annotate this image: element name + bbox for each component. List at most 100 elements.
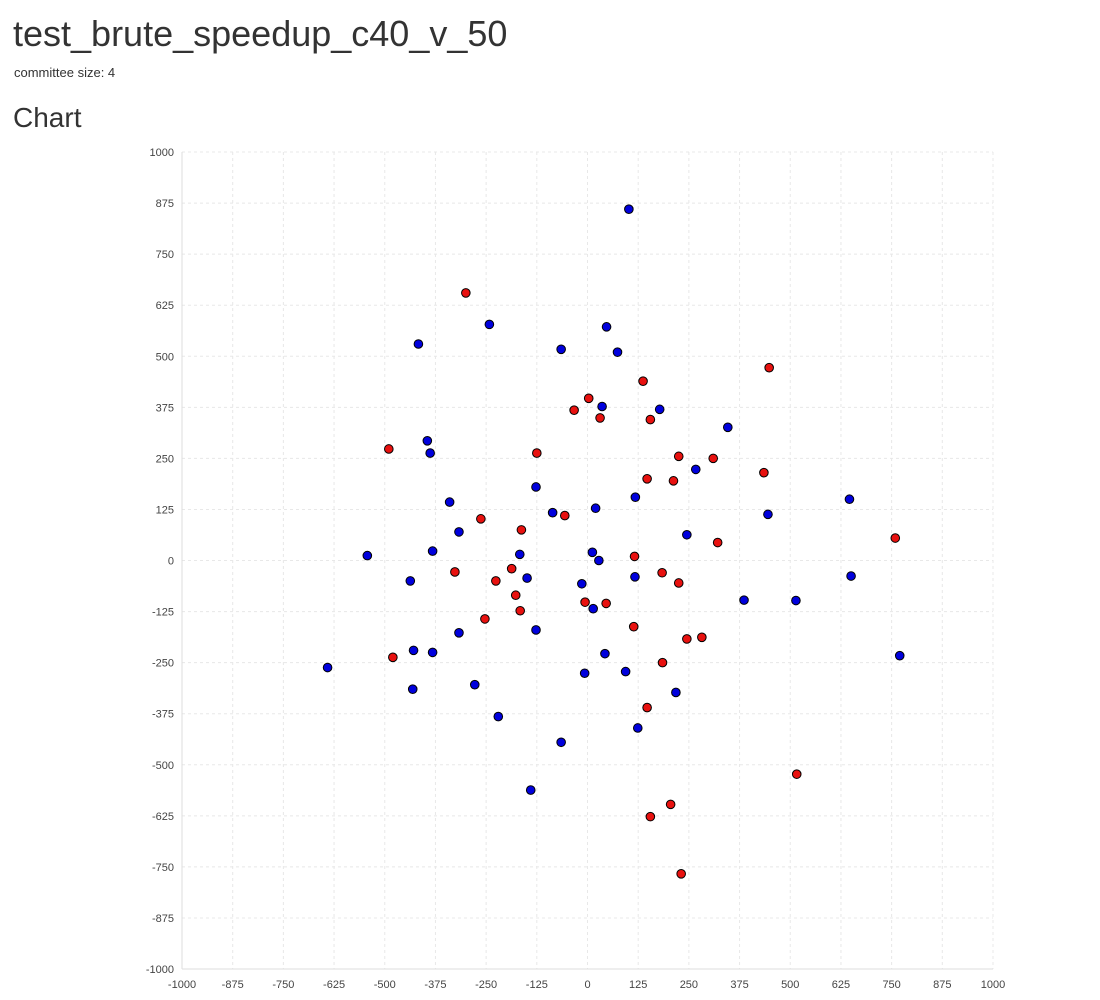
- data-point: [547, 507, 558, 518]
- data-point: [846, 571, 856, 581]
- data-point: [642, 702, 652, 713]
- data-point: [362, 550, 373, 561]
- data-point: [515, 605, 525, 616]
- x-tick-label: -1000: [168, 979, 196, 991]
- data-point: [531, 482, 541, 492]
- data-point: [759, 467, 769, 478]
- data-point: [559, 510, 570, 521]
- data-point: [894, 650, 905, 661]
- data-point: [671, 687, 681, 698]
- data-point: [454, 628, 464, 638]
- data-point: [629, 551, 640, 562]
- y-tick-label: -250: [152, 658, 174, 670]
- x-tick-label: -750: [272, 979, 294, 991]
- data-point: [493, 711, 504, 722]
- y-tick-label: 1000: [150, 147, 174, 159]
- tick-labels: -1000 -875 -750 -625 -500 -375 -250 -125 0 125 250…: [146, 147, 1005, 991]
- y-tick-label: -375: [152, 709, 174, 721]
- x-tick-label: 875: [933, 979, 951, 991]
- data-point: [405, 576, 416, 586]
- y-tick-label: 250: [156, 453, 174, 465]
- y-tick-label: 0: [168, 556, 174, 568]
- y-tick-label: -1000: [146, 964, 174, 976]
- data-point: [712, 537, 723, 548]
- data-point: [450, 567, 460, 577]
- data-point: [531, 625, 541, 635]
- data-point: [556, 737, 566, 748]
- x-tick-label: -875: [222, 979, 244, 991]
- data-point: [612, 347, 623, 357]
- data-point: [630, 572, 640, 582]
- data-point: [654, 404, 665, 415]
- data-point: [764, 362, 774, 373]
- data-point: [676, 869, 686, 879]
- data-point: [642, 474, 652, 484]
- data-point: [514, 549, 525, 560]
- data-point: [682, 634, 692, 644]
- data-point: [624, 204, 634, 214]
- y-tick-label: 875: [156, 198, 174, 210]
- data-point: [595, 413, 605, 423]
- data-point: [484, 319, 495, 330]
- x-tick-label: 500: [781, 979, 799, 991]
- data-point: [583, 393, 594, 404]
- x-tick-label: -500: [374, 979, 396, 991]
- data-point: [427, 546, 438, 556]
- data-point: [587, 547, 598, 558]
- x-tick-label: 625: [832, 979, 850, 991]
- data-point: [620, 666, 631, 677]
- data-point: [690, 464, 701, 475]
- data-point: [791, 769, 802, 779]
- data-point: [645, 811, 656, 822]
- x-tick-label: -125: [526, 979, 548, 991]
- data-point: [665, 799, 676, 810]
- data-point: [506, 563, 517, 574]
- y-tick-label: -500: [152, 760, 174, 772]
- committee-size-label: committee size: 4: [14, 65, 116, 80]
- x-tick-label: -625: [323, 979, 345, 991]
- data-points: [322, 204, 905, 879]
- data-point: [594, 555, 604, 566]
- data-point: [708, 453, 719, 464]
- data-point: [461, 288, 471, 298]
- data-point: [588, 603, 598, 614]
- y-tick-label: 750: [156, 249, 174, 261]
- x-tick-label: 125: [629, 979, 647, 991]
- x-tick-label: 250: [680, 979, 698, 991]
- chart-axes: [181, 152, 993, 970]
- data-point: [739, 595, 749, 605]
- x-tick-label: 1000: [981, 979, 1005, 991]
- data-point: [682, 529, 692, 540]
- data-point: [454, 527, 464, 537]
- data-point: [590, 503, 601, 514]
- y-tick-label: -875: [152, 913, 174, 925]
- data-point: [491, 576, 501, 586]
- data-point: [516, 525, 527, 535]
- page-title: test_brute_speedup_c40_v_50: [13, 13, 508, 54]
- data-point: [469, 679, 480, 690]
- data-point: [638, 376, 648, 386]
- y-tick-label: 375: [156, 402, 174, 414]
- data-point: [580, 597, 590, 607]
- x-tick-label: 0: [584, 979, 590, 991]
- data-point: [556, 344, 566, 355]
- data-point: [422, 436, 433, 446]
- data-point: [569, 405, 579, 415]
- chart-heading: Chart: [13, 102, 82, 133]
- y-tick-label: 500: [156, 351, 174, 363]
- data-point: [601, 598, 611, 609]
- data-point: [632, 723, 643, 733]
- data-point: [476, 514, 486, 524]
- data-point: [407, 684, 418, 694]
- data-point: [425, 448, 435, 458]
- y-tick-label: -625: [152, 811, 174, 823]
- data-point: [657, 567, 667, 578]
- x-tick-label: -250: [475, 979, 497, 991]
- x-tick-label: 375: [730, 979, 748, 991]
- data-point: [579, 668, 590, 679]
- y-tick-label: 625: [156, 300, 174, 312]
- data-point: [408, 645, 419, 656]
- data-point: [388, 652, 398, 663]
- data-point: [668, 476, 679, 486]
